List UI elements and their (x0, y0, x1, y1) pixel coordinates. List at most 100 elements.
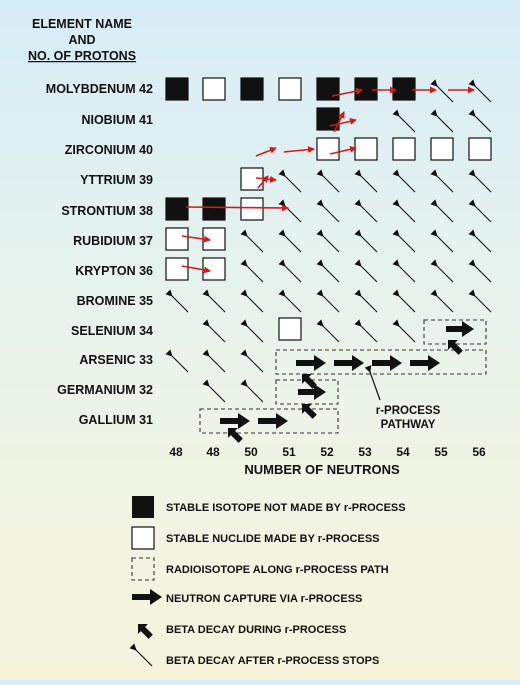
red-capture-arrow (255, 146, 277, 157)
legend-swatch-neutron-capture (132, 589, 162, 605)
red-capture-arrows (181, 86, 475, 274)
neutron-capture-arrow (410, 355, 440, 371)
beta-after-arrow (278, 289, 302, 313)
stable-r-box (165, 227, 189, 251)
stable-not-r-box (316, 77, 340, 101)
beta-after-arrow (430, 289, 454, 313)
beta-decay-after-arrows (165, 79, 492, 403)
beta-after-arrow (354, 259, 378, 283)
stable-r-box (240, 197, 264, 221)
radioisotope-cell (199, 408, 339, 434)
beta-during-arrow (228, 428, 243, 443)
stable-not-r-box (202, 197, 226, 221)
beta-after-arrow (468, 259, 492, 283)
beta-after-arrow (354, 169, 378, 193)
neutron-capture-arrow (372, 355, 402, 371)
stable-r-box (165, 257, 189, 281)
stable-not-r-box (240, 77, 264, 101)
element-label-zirconium: ZIRCONIUM 40 (65, 143, 153, 157)
stable-not-r-box (392, 77, 416, 101)
stable-r-box (202, 257, 226, 281)
legend: STABLE ISOTOPE NOT MADE BY r-PROCESS STA… (129, 496, 406, 667)
beta-after-arrow (240, 379, 264, 403)
beta-after-arrow (430, 259, 454, 283)
beta-during-arrow (302, 404, 317, 419)
beta-after-arrow (430, 169, 454, 193)
beta-after-arrow (240, 229, 264, 253)
beta-after-arrow (316, 319, 340, 343)
beta-after-arrow (240, 289, 264, 313)
beta-after-arrow (392, 109, 416, 133)
beta-after-arrow (354, 229, 378, 253)
header-line-2: AND (68, 33, 95, 47)
beta-after-arrow (430, 199, 454, 223)
nuclide-boxes (165, 77, 492, 341)
stable-r-box (354, 137, 378, 161)
beta-after-arrow (240, 349, 264, 373)
legend-text-beta-during: BETA DECAY DURING r-PROCESS (166, 624, 346, 636)
beta-during-arrow (448, 340, 463, 355)
beta-decay-during-arrows (228, 340, 463, 443)
beta-after-arrow (278, 229, 302, 253)
beta-after-arrow (392, 229, 416, 253)
beta-after-arrow (240, 319, 264, 343)
red-capture-arrow (181, 265, 211, 274)
x-tick-label: 56 (472, 445, 486, 459)
radioisotope-cell (423, 319, 487, 345)
beta-after-arrow (392, 289, 416, 313)
beta-after-arrow (316, 289, 340, 313)
element-label-gallium: GALLIUM 31 (79, 413, 153, 427)
stable-r-box (430, 137, 454, 161)
beta-after-arrow (392, 319, 416, 343)
legend-text-neutron-capture: NEUTRON CAPTURE VIA r-PROCESS (166, 593, 362, 605)
stable-r-box (278, 317, 302, 341)
element-label-strontium: STRONTIUM 38 (61, 204, 153, 218)
stable-r-box (202, 77, 226, 101)
x-axis-ticks: 48 48 50 51 52 53 54 55 56 (169, 445, 486, 459)
beta-after-arrow (316, 169, 340, 193)
legend-text-beta-after: BETA DECAY AFTER r-PROCESS STOPS (166, 655, 379, 667)
legend-text-stable-r: STABLE NUCLIDE MADE BY r-PROCESS (166, 533, 380, 545)
neutron-capture-arrow (334, 355, 364, 371)
red-capture-arrow (283, 146, 315, 154)
element-label-rubidium: RUBIDIUM 37 (73, 234, 153, 248)
red-capture-arrow (329, 117, 357, 127)
beta-after-arrow (354, 319, 378, 343)
legend-swatch-radioisotope (131, 557, 155, 581)
stable-not-r-box (165, 77, 189, 101)
beta-after-arrow (316, 199, 340, 223)
beta-after-arrow (316, 259, 340, 283)
neutron-capture-arrow (296, 355, 326, 371)
element-label-krypton: KRYPTON 36 (75, 264, 153, 278)
stable-r-box (392, 137, 416, 161)
beta-after-arrow (468, 199, 492, 223)
pathway-label-line-1: r-PROCESS (376, 405, 441, 417)
beta-after-arrow (278, 259, 302, 283)
beta-after-arrow (468, 169, 492, 193)
stable-r-box (468, 137, 492, 161)
legend-text-radioisotope: RADIOISOTOPE ALONG r-PROCESS PATH (166, 564, 389, 576)
element-label-selenium: SELENIUM 34 (71, 324, 153, 338)
stable-r-box (316, 137, 340, 161)
beta-after-arrow (354, 199, 378, 223)
element-label-yttrium: YTTRIUM 39 (80, 173, 153, 187)
header-line-1: ELEMENT NAME (32, 17, 132, 31)
beta-during-arrow (302, 374, 317, 389)
beta-after-arrow (202, 319, 226, 343)
pathway-pointer (364, 365, 381, 401)
red-capture-arrow (185, 204, 289, 212)
x-tick-label: 48 (169, 445, 183, 459)
x-tick-label: 54 (396, 445, 410, 459)
x-tick-label: 51 (282, 445, 296, 459)
beta-after-arrow (392, 199, 416, 223)
beta-after-arrow (392, 259, 416, 283)
stable-not-r-box (354, 77, 378, 101)
legend-swatch-stable-r (131, 526, 155, 550)
element-label-niobium: NIOBIUM 41 (81, 113, 153, 127)
neutron-capture-arrow (446, 321, 474, 337)
beta-after-arrow (468, 109, 492, 133)
element-label-arsenic: ARSENIC 33 (79, 353, 153, 367)
red-capture-arrow (329, 145, 357, 155)
